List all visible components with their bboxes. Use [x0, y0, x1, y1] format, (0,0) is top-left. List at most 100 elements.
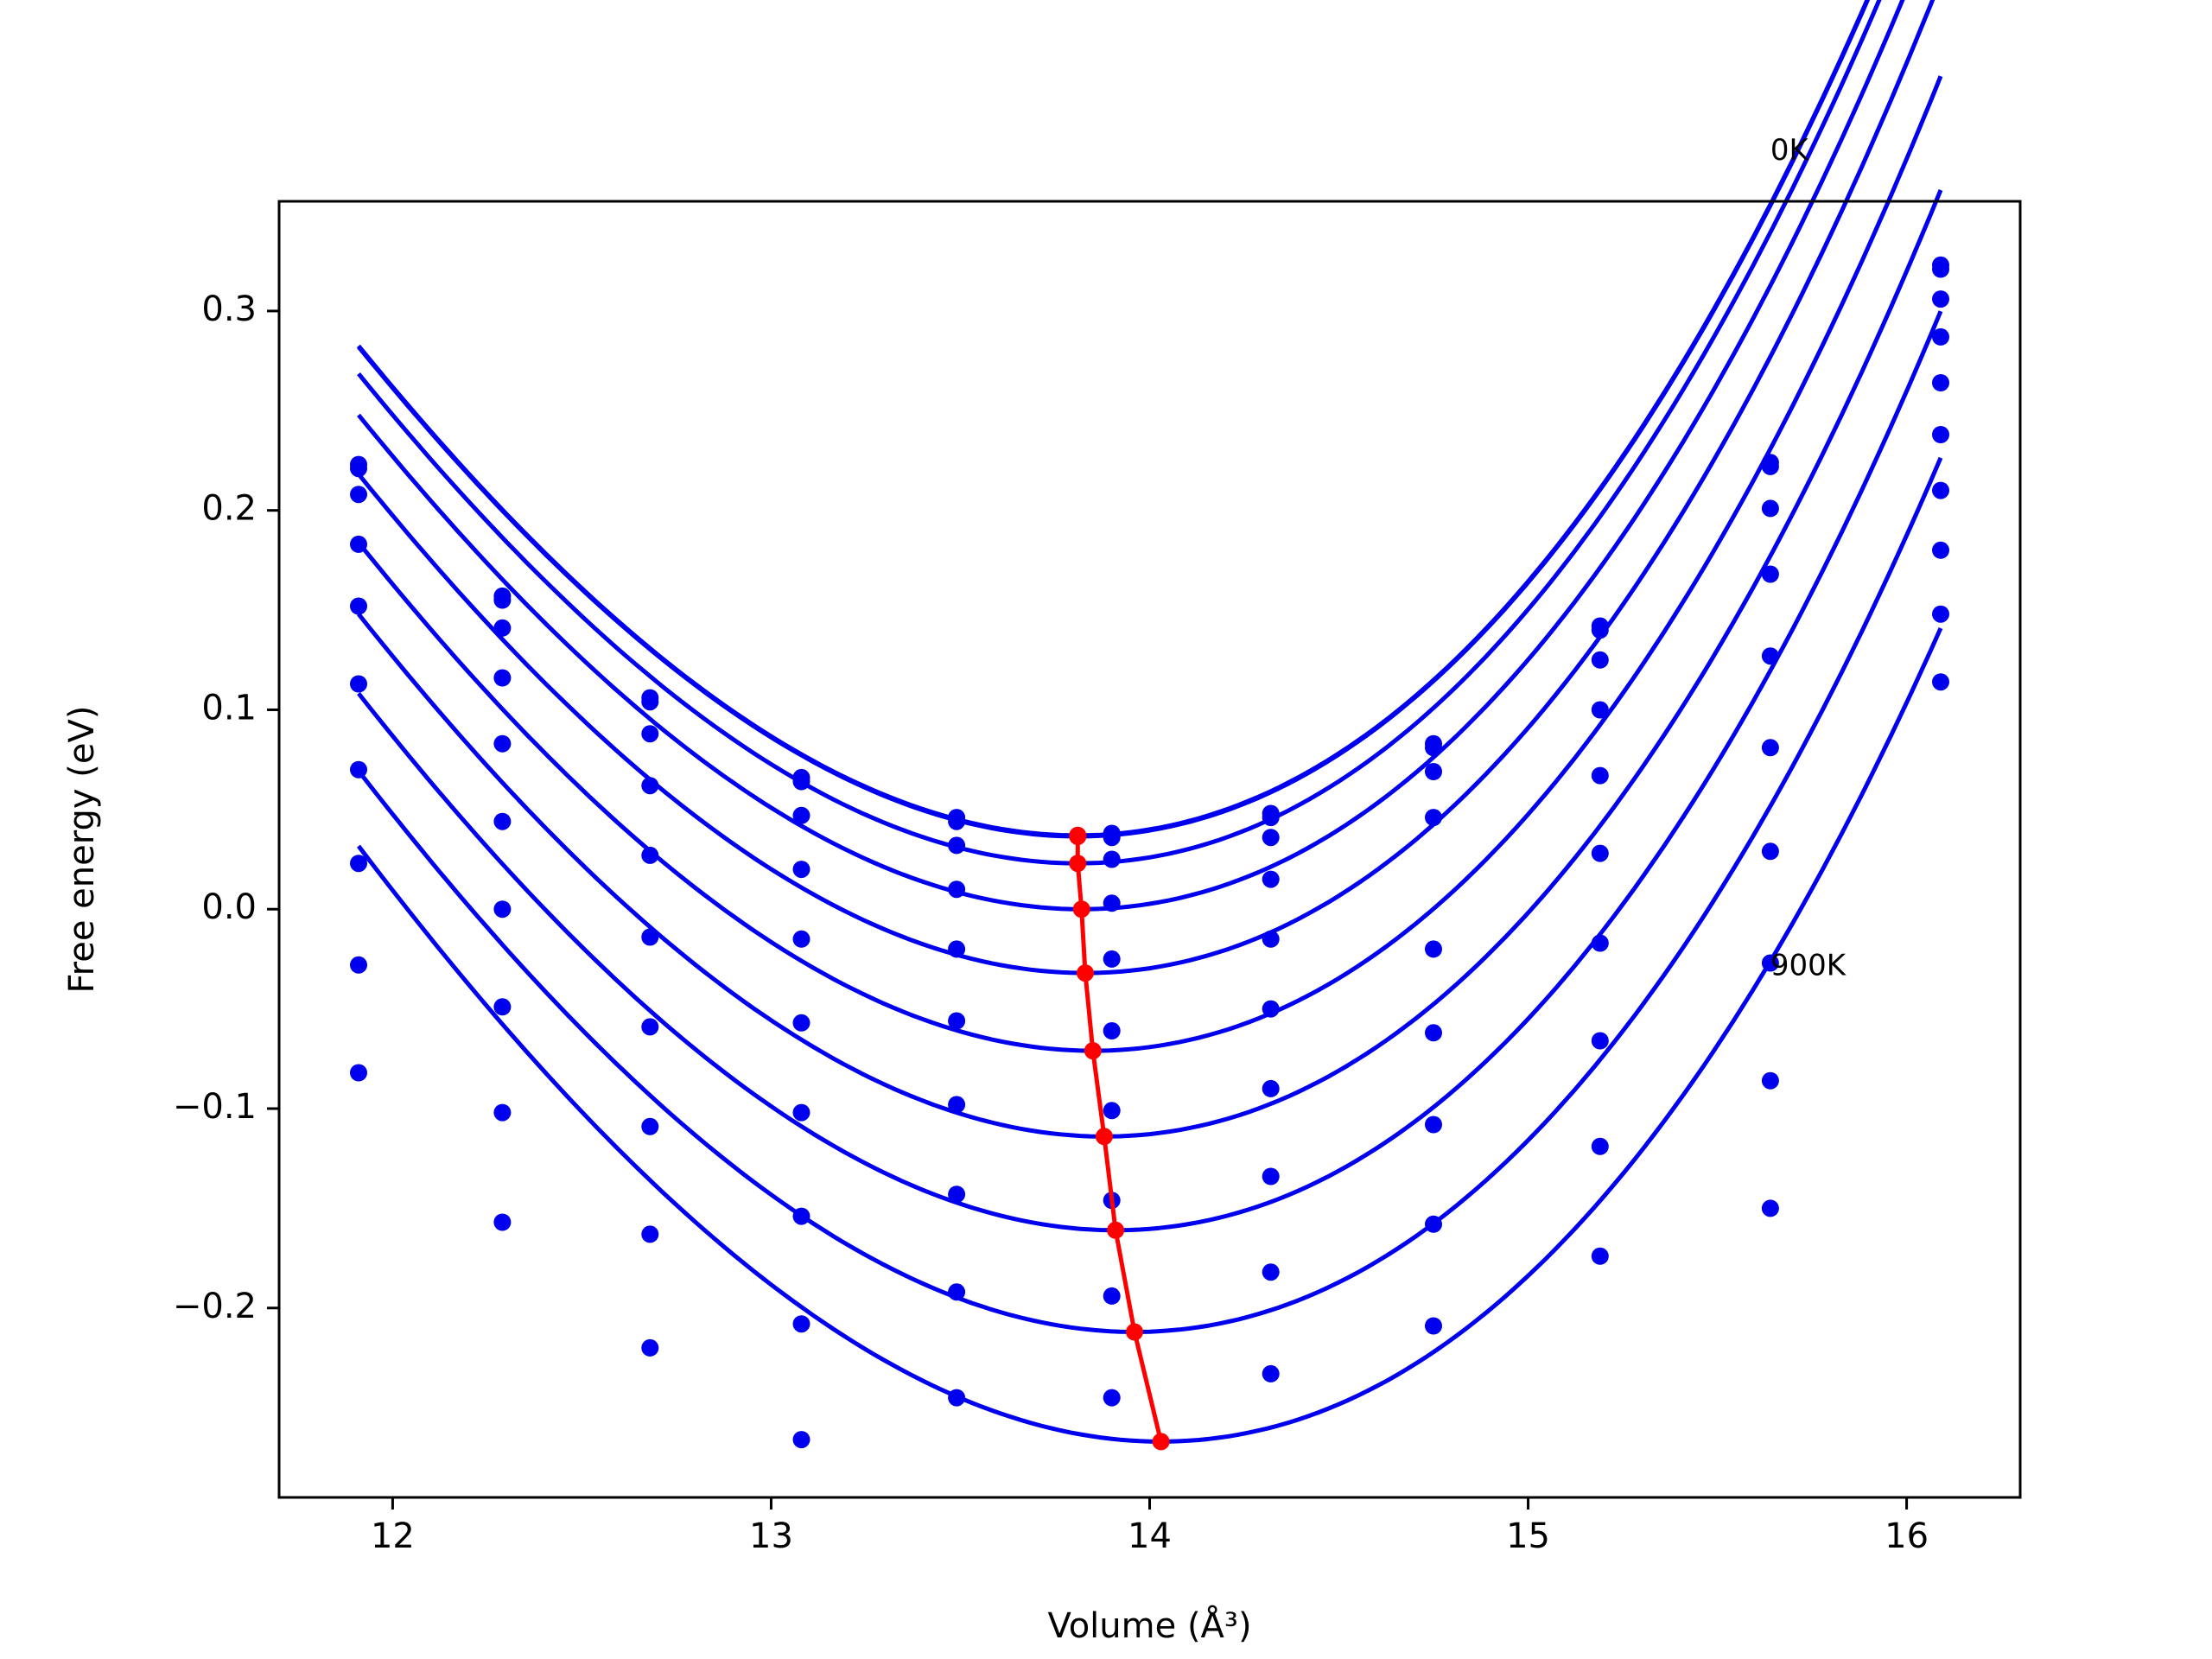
data-point-1-3: [792, 772, 810, 791]
data-point-9-6: [1262, 1364, 1280, 1382]
fit-curve-9: [357, 626, 1943, 1444]
data-point-4-9: [1761, 647, 1779, 665]
data-point-4-8: [1591, 766, 1609, 785]
x-tick-label-0: 12: [371, 1516, 415, 1556]
y-tick-label-5: 0.3: [201, 289, 257, 329]
minimum-point-7: [1107, 1221, 1125, 1239]
minimum-point-8: [1126, 1323, 1143, 1341]
data-point-8-3: [792, 1315, 810, 1333]
data-point-3-4: [948, 880, 966, 899]
fit-curve-5: [357, 75, 1943, 1053]
data-point-8-10: [1932, 605, 1949, 623]
data-point-5-3: [792, 1014, 810, 1032]
data-point-2-7: [1425, 763, 1442, 780]
data-point-1-7: [1425, 739, 1442, 757]
data-point-8-9: [1761, 1071, 1779, 1090]
data-point-6-6: [1262, 1079, 1280, 1097]
minimum-point-9: [1152, 1433, 1170, 1451]
data-point-8-8: [1591, 1137, 1609, 1155]
data-point-2-8: [1591, 651, 1609, 669]
minimum-point-1: [1069, 828, 1087, 845]
data-point-7-4: [948, 1185, 966, 1204]
data-point-7-2: [641, 1117, 659, 1135]
y-tick-label-1: −0.1: [173, 1087, 257, 1127]
data-point-5-10: [1932, 426, 1949, 443]
axes: 12 13 14 15 16 −0.2 −0.1 0.0 0.1 0.2 0.3: [173, 200, 2022, 1556]
data-point-1-8: [1591, 621, 1609, 639]
minimum-point-3: [1072, 900, 1090, 918]
data-point-5-2: [641, 928, 659, 946]
data-point-9-4: [948, 1389, 966, 1407]
data-point-5-4: [948, 1012, 966, 1030]
data-point-2-5: [1103, 850, 1121, 868]
x-tick-label-4: 16: [1885, 1516, 1929, 1556]
data-point-6-8: [1591, 934, 1609, 952]
data-point-1-1: [493, 591, 512, 609]
data-point-8-0: [350, 956, 367, 974]
data-point-6-0: [350, 760, 367, 779]
minima-line: [1075, 834, 1164, 1442]
data-point-2-10: [1932, 290, 1949, 308]
data-point-1-4: [948, 812, 966, 830]
data-point-1-6: [1262, 809, 1280, 827]
minimum-point-2: [1069, 855, 1087, 873]
data-point-5-7: [1425, 1024, 1442, 1042]
data-point-3-5: [1103, 894, 1121, 912]
data-point-6-1: [493, 900, 512, 918]
data-point-9-9: [1761, 1199, 1779, 1217]
data-point-4-7: [1425, 940, 1442, 958]
y-tick-label-2: 0.0: [201, 887, 257, 927]
data-point-1-5: [1103, 829, 1121, 847]
x-tick-label-2: 14: [1128, 1516, 1172, 1556]
data-point-9-1: [493, 1213, 512, 1231]
data-point-1-10: [1932, 260, 1949, 278]
data-point-8-7: [1425, 1317, 1442, 1335]
y-tick-label-4: 0.2: [201, 489, 257, 529]
data-point-3-10: [1932, 327, 1949, 346]
data-point-7-8: [1591, 1032, 1609, 1050]
data-point-6-7: [1425, 1116, 1442, 1134]
data-point-3-3: [792, 861, 810, 879]
fit-curve-3: [357, 0, 1905, 912]
data-point-3-0: [350, 535, 367, 553]
data-point-8-6: [1262, 1263, 1280, 1281]
data-point-5-5: [1103, 1022, 1121, 1039]
fit-curve-2: [357, 0, 1882, 866]
data-point-2-0: [350, 486, 367, 504]
data-point-7-7: [1425, 1215, 1442, 1233]
data-point-2-3: [792, 806, 810, 824]
data-point-4-1: [493, 734, 512, 753]
x-tick-label-3: 15: [1506, 1516, 1550, 1556]
data-point-6-10: [1932, 481, 1949, 499]
x-tick-label-1: 13: [749, 1516, 793, 1556]
data-point-3-2: [641, 777, 659, 795]
data-point-9-0: [350, 1064, 367, 1082]
data-point-6-9: [1761, 842, 1779, 861]
data-point-3-7: [1425, 809, 1442, 827]
data-point-2-6: [1262, 829, 1280, 847]
data-point-6-3: [792, 1103, 810, 1122]
fit-curve-7: [357, 310, 1943, 1233]
data-point-7-9: [1761, 954, 1779, 972]
data-point-7-0: [350, 855, 367, 873]
data-point-9-5: [1103, 1389, 1121, 1407]
plot-area: 0K 900K: [350, 0, 1949, 1451]
data-point-3-9: [1761, 565, 1779, 583]
data-point-2-2: [641, 725, 659, 743]
data-point-5-6: [1262, 1000, 1280, 1018]
data-point-4-0: [350, 597, 367, 615]
data-point-4-4: [948, 940, 966, 958]
data-point-7-10: [1932, 541, 1949, 559]
data-point-4-5: [1103, 950, 1121, 968]
data-point-9-8: [1591, 1247, 1609, 1265]
data-point-7-6: [1262, 1167, 1280, 1185]
data-point-7-1: [493, 998, 512, 1016]
minimum-point-5: [1084, 1042, 1102, 1060]
y-tick-label-0: −0.2: [173, 1287, 257, 1326]
data-point-2-4: [948, 836, 966, 855]
data-point-1-2: [641, 693, 659, 711]
data-point-8-1: [493, 1103, 512, 1122]
y-tick-label-3: 0.1: [201, 688, 257, 728]
data-point-2-1: [493, 619, 512, 637]
